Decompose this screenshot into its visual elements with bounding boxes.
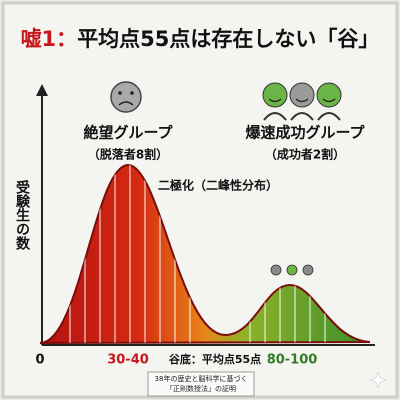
sad-face-icon bbox=[110, 81, 142, 113]
footer-box bbox=[147, 371, 255, 397]
y-arrow bbox=[36, 84, 48, 96]
footer-text: 「正則数授法」の証明 bbox=[166, 384, 236, 393]
footer-text: 38年の歴史と脳科学に基づく bbox=[155, 374, 248, 383]
group-note: （成功者2割） bbox=[265, 147, 345, 162]
small-faces-icon bbox=[270, 264, 314, 276]
y-axis-label: 受験生の数 bbox=[14, 179, 30, 251]
title-main: 平均点55点は存在しない「谷」 bbox=[77, 27, 379, 51]
title: 嘘1：平均点55点は存在しない「谷」 bbox=[21, 27, 380, 51]
group-note: （脱落者8割） bbox=[88, 147, 168, 162]
annotation: 二極化（二峰性分布） bbox=[158, 178, 278, 193]
group-label: 絶望グループ bbox=[83, 124, 173, 142]
x-label: 30-40 bbox=[107, 353, 149, 368]
group-label: 爆速成功グループ bbox=[245, 124, 365, 142]
x-label: 80-100 bbox=[267, 353, 318, 368]
x-label: 0 bbox=[35, 353, 44, 368]
happy-faces-icon bbox=[262, 82, 342, 121]
distribution-curve bbox=[39, 163, 371, 344]
x-label: 谷底：平均点55点 bbox=[169, 352, 261, 366]
sparkle bbox=[369, 371, 387, 389]
title-prefix: 嘘1： bbox=[21, 27, 78, 51]
